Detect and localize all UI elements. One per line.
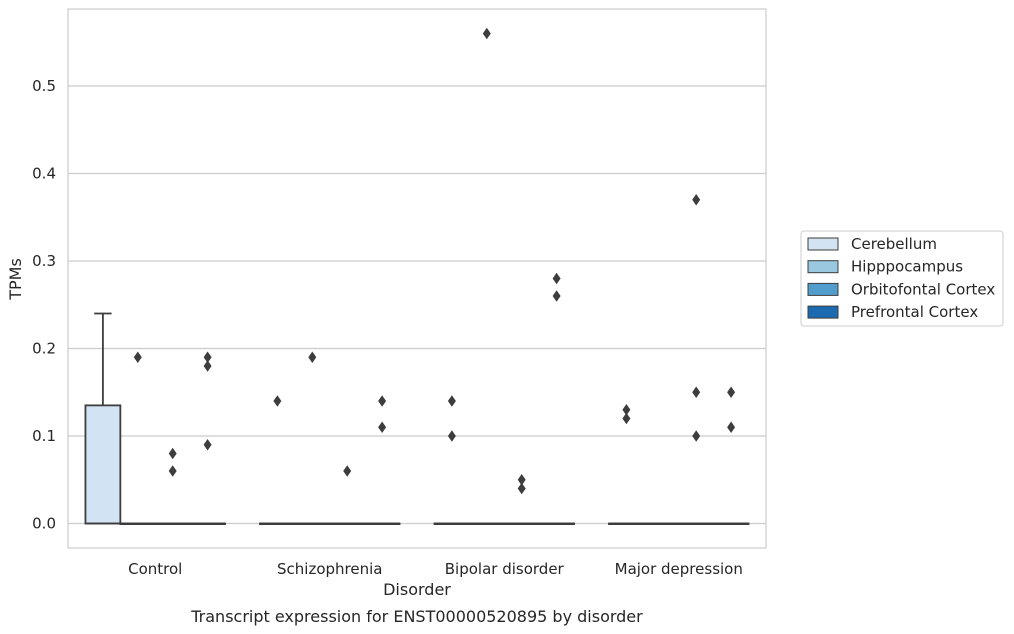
legend-swatch	[807, 282, 839, 296]
legend-label: Cerebellum	[851, 235, 937, 253]
box-cerebellum	[84, 404, 122, 525]
legend-label: Prefrontal Cortex	[851, 303, 978, 321]
x-tick-label: Schizophrenia	[277, 560, 382, 578]
plot-area-frame	[67, 8, 767, 549]
y-tick-label: 0.5	[32, 77, 56, 95]
outlier-point	[727, 386, 736, 398]
outlier-point	[168, 465, 177, 477]
outlier-point	[482, 27, 491, 40]
legend-frame	[800, 230, 1004, 327]
x-tick-labels: Control Schizophrenia Bipolar disorder Majo…	[128, 560, 743, 578]
y-tick-label: 0.2	[32, 340, 56, 358]
outlier-point	[552, 290, 561, 302]
outlier-point	[447, 430, 456, 442]
legend-swatch	[807, 305, 839, 319]
outlier-point	[203, 360, 212, 372]
outlier-point	[447, 395, 456, 407]
outlier-point	[692, 430, 701, 442]
outlier-point	[133, 351, 142, 363]
x-tick-label: Bipolar disorder	[445, 560, 565, 578]
outlier-point	[378, 421, 387, 433]
outlier-point	[343, 465, 352, 477]
legend: Cerebellum Hipppocampus Orbitofontal Corte…	[800, 230, 1004, 327]
outlier-point	[378, 395, 387, 407]
outlier-point	[308, 351, 317, 363]
chart-title: Transcript expression for ENST0000052089…	[190, 607, 643, 626]
x-tick-label: Major depression	[615, 560, 743, 578]
y-tick-label: 0.1	[32, 427, 56, 445]
x-axis-title: Disorder	[383, 580, 451, 599]
outlier-points	[133, 27, 736, 495]
outlier-point	[273, 395, 282, 407]
y-tick-label: 0.0	[32, 515, 56, 533]
outlier-point	[692, 386, 701, 398]
outlier-point	[552, 272, 561, 285]
outlier-point	[517, 482, 526, 495]
y-tick-label: 0.4	[32, 165, 56, 183]
legend-label: Orbitofontal Cortex	[851, 280, 995, 298]
x-tick-label: Control	[128, 560, 182, 578]
legend-swatch	[807, 237, 839, 251]
outlier-point	[168, 447, 177, 460]
legend-swatch	[807, 260, 839, 274]
legend-label: Hipppocampus	[851, 258, 963, 276]
outlier-point	[692, 194, 701, 206]
y-axis-title: TPMs	[6, 258, 25, 301]
outlier-point	[727, 421, 736, 433]
boxes	[84, 312, 750, 526]
outlier-point	[622, 412, 631, 425]
y-tick-labels: 0.0 0.1 0.2 0.3 0.4 0.5	[32, 77, 56, 533]
y-tick-label: 0.3	[32, 252, 56, 270]
outlier-point	[203, 439, 212, 451]
